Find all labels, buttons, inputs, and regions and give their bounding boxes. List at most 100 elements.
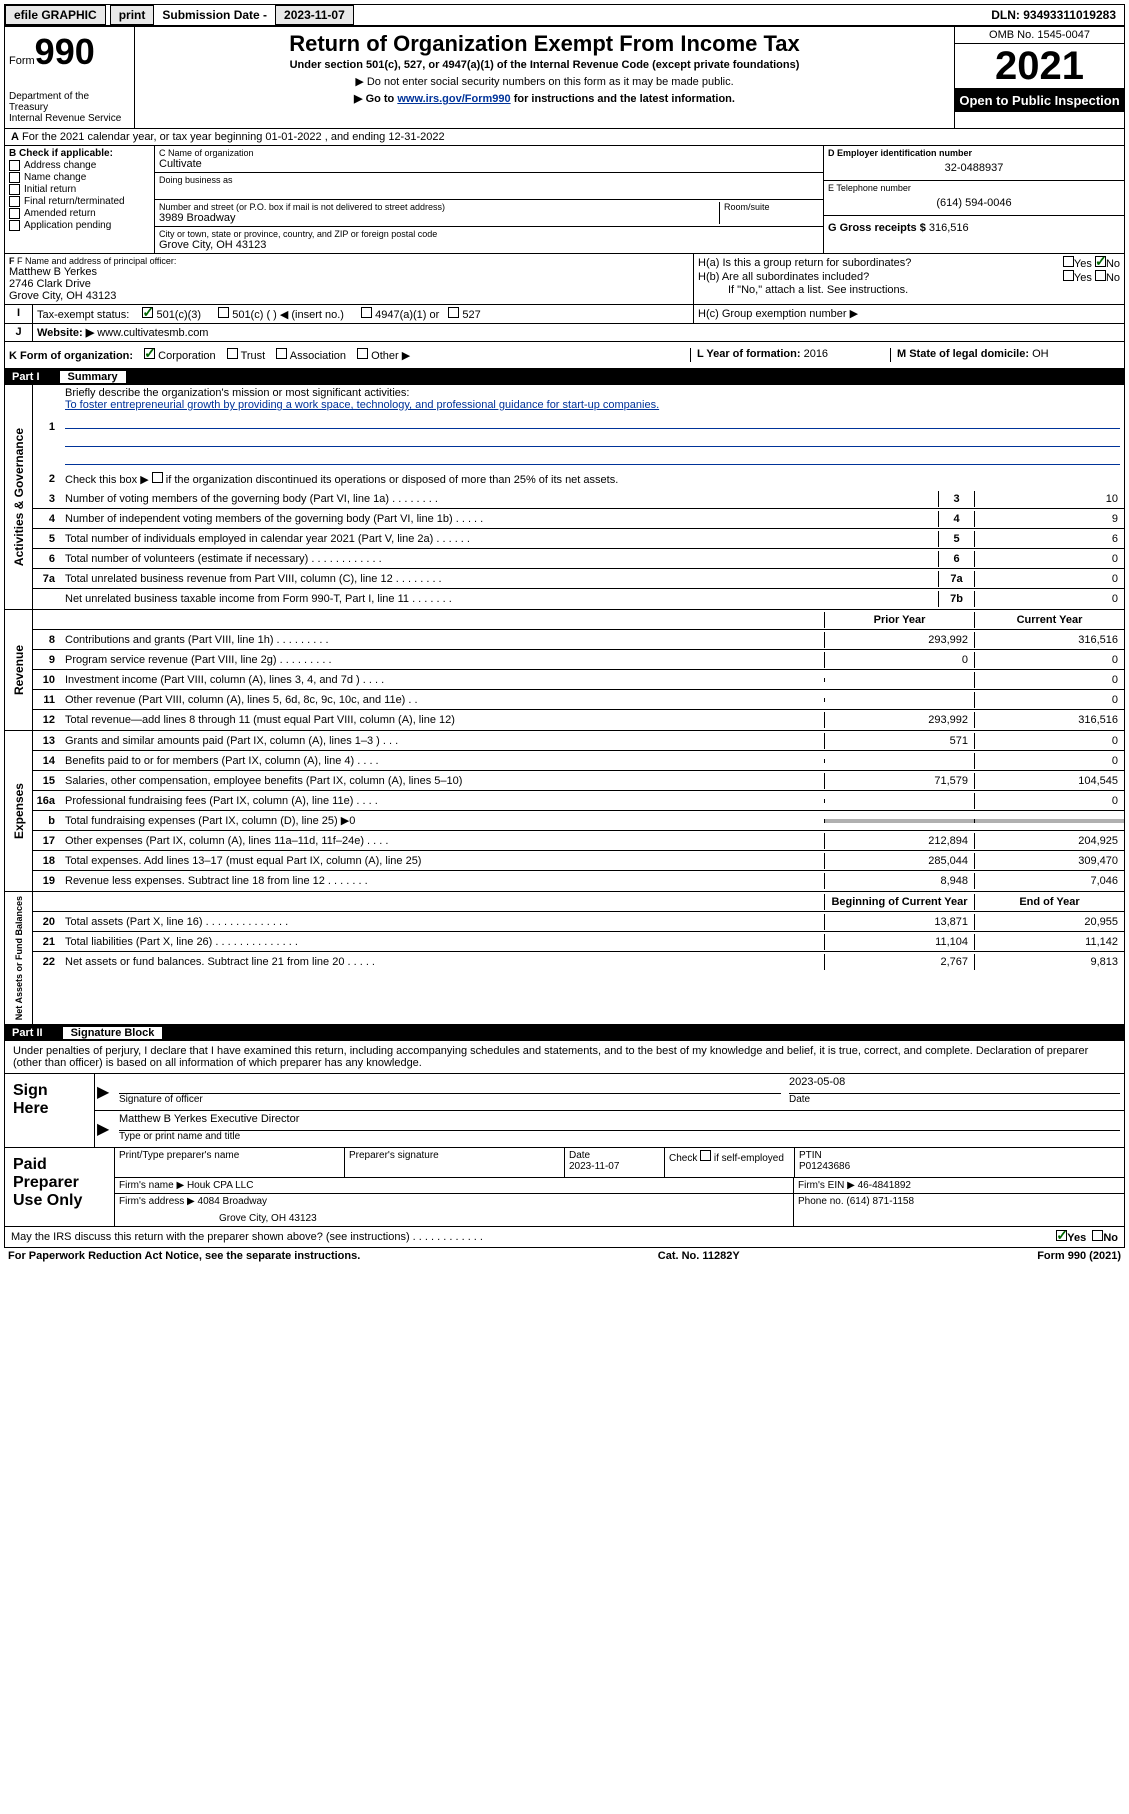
- discuss-no-checkbox[interactable]: [1092, 1230, 1103, 1241]
- line-num: 7a: [33, 571, 61, 587]
- efile-button[interactable]: efile GRAPHIC: [5, 5, 106, 25]
- firm-addr2-value: Grove City, OH 43123: [119, 1207, 789, 1224]
- line-text: Revenue less expenses. Subtract line 18 …: [61, 873, 824, 889]
- line-num: 11: [33, 692, 61, 708]
- summary-line: 21 Total liabilities (Part X, line 26) .…: [33, 932, 1124, 952]
- current-value: 9,813: [974, 954, 1124, 970]
- line-num: 21: [33, 934, 61, 950]
- trust-checkbox[interactable]: [227, 348, 238, 359]
- part-1-num: Part I: [12, 371, 40, 383]
- tax-year: 2021: [955, 44, 1124, 89]
- line-text: Investment income (Part VIII, column (A)…: [61, 672, 824, 688]
- self-employed-checkbox[interactable]: [700, 1150, 711, 1161]
- line-text: Contributions and grants (Part VIII, lin…: [61, 632, 824, 648]
- website-label: Website: ▶: [37, 327, 94, 339]
- corp-checkbox[interactable]: [144, 348, 155, 359]
- ha-no-checkbox[interactable]: [1095, 256, 1106, 267]
- line-text: Total number of volunteers (estimate if …: [61, 551, 938, 567]
- summary-line: 17 Other expenses (Part IX, column (A), …: [33, 831, 1124, 851]
- part-2-header: Part II Signature Block: [4, 1025, 1125, 1041]
- opt-501c3: 501(c)(3): [156, 309, 201, 321]
- sign-here-label: Sign Here: [5, 1074, 95, 1147]
- line-num: 17: [33, 833, 61, 849]
- rev-vert-label: Revenue: [10, 641, 28, 699]
- summary-line: 12 Total revenue—add lines 8 through 11 …: [33, 710, 1124, 730]
- expenses-section: Expenses 13 Grants and similar amounts p…: [4, 731, 1125, 892]
- line-text: Other revenue (Part VIII, column (A), li…: [61, 692, 824, 708]
- line-text: Total number of individuals employed in …: [61, 531, 938, 547]
- print-button[interactable]: print: [110, 5, 155, 25]
- line-text: Benefits paid to or for members (Part IX…: [61, 753, 824, 769]
- ha-yes-checkbox[interactable]: [1063, 256, 1074, 267]
- opt-501c: 501(c) ( ) ◀ (insert no.): [232, 309, 344, 321]
- summary-line: 19 Revenue less expenses. Subtract line …: [33, 871, 1124, 891]
- line-col-num: 3: [938, 491, 974, 507]
- prior-value: [824, 799, 974, 803]
- street-address: 3989 Broadway: [159, 212, 719, 224]
- officer-addr1: 2746 Clark Drive: [9, 278, 689, 290]
- officer-type-label: Type or print name and title: [119, 1131, 1120, 1142]
- line-text: Total expenses. Add lines 13–17 (must eq…: [61, 853, 824, 869]
- prior-year-header: Prior Year: [824, 612, 974, 628]
- form-header: Form990 Department of the Treasury Inter…: [4, 26, 1125, 129]
- summary-line: 11 Other revenue (Part VIII, column (A),…: [33, 690, 1124, 710]
- line-text: Total fundraising expenses (Part IX, col…: [61, 812, 824, 829]
- line-num: 20: [33, 914, 61, 930]
- omb-number: OMB No. 1545-0047: [955, 27, 1124, 44]
- note2-post: for instructions and the latest informat…: [511, 93, 735, 105]
- other-checkbox[interactable]: [357, 348, 368, 359]
- line-col-num: 7a: [938, 571, 974, 587]
- dln-label: DLN: 93493311019283: [983, 6, 1124, 24]
- hb-yes-checkbox[interactable]: [1063, 270, 1074, 281]
- firm-addr1-value: 4084 Broadway: [198, 1196, 268, 1207]
- irs-link[interactable]: www.irs.gov/Form990: [397, 93, 510, 105]
- ein-value: 32-0488937: [828, 158, 1120, 178]
- 527-checkbox[interactable]: [448, 307, 459, 318]
- net-vert-label: Net Assets or Fund Balances: [12, 892, 26, 1024]
- assoc-checkbox[interactable]: [276, 348, 287, 359]
- current-value: 0: [974, 793, 1124, 809]
- checkbox-initial-return[interactable]: [9, 184, 20, 195]
- line-num: 16a: [33, 793, 61, 809]
- self-emp-text: Check if self-employed: [669, 1153, 784, 1164]
- yes-label: Yes: [1067, 1232, 1086, 1244]
- prior-value: 11,104: [824, 934, 974, 950]
- discuss-yes-checkbox[interactable]: [1056, 1230, 1067, 1241]
- addr-label: Number and street (or P.O. box if mail i…: [159, 202, 719, 212]
- current-value: 0: [974, 652, 1124, 668]
- hc-label: H(c) Group exemption number ▶: [698, 308, 858, 320]
- signature-block: Under penalties of perjury, I declare th…: [4, 1041, 1125, 1248]
- part-2-title: Signature Block: [63, 1027, 163, 1039]
- city-value: Grove City, OH 43123: [159, 239, 819, 251]
- line-text: Total unrelated business revenue from Pa…: [61, 571, 938, 587]
- discontinued-checkbox[interactable]: [152, 472, 163, 483]
- checkbox-app-pending[interactable]: [9, 220, 20, 231]
- prep-sig-label: Preparer's signature: [349, 1150, 560, 1161]
- line-num: 4: [33, 511, 61, 527]
- 501c3-checkbox[interactable]: [142, 307, 153, 318]
- arrow-icon: ▶: [95, 1074, 115, 1110]
- line-text: Number of independent voting members of …: [61, 511, 938, 527]
- current-value: 7,046: [974, 873, 1124, 889]
- line-text: Grants and similar amounts paid (Part IX…: [61, 733, 824, 749]
- checkbox-final-return[interactable]: [9, 196, 20, 207]
- line-text: Professional fundraising fees (Part IX, …: [61, 793, 824, 809]
- 501c-checkbox[interactable]: [218, 307, 229, 318]
- summary-line: 18 Total expenses. Add lines 13–17 (must…: [33, 851, 1124, 871]
- hb-no-checkbox[interactable]: [1095, 270, 1106, 281]
- part-1-header: Part I Summary: [4, 369, 1125, 385]
- checkbox-name-change[interactable]: [9, 172, 20, 183]
- opt-corp: Corporation: [158, 350, 215, 362]
- city-label: City or town, state or province, country…: [159, 229, 819, 239]
- summary-line: b Total fundraising expenses (Part IX, c…: [33, 811, 1124, 831]
- line-text: Salaries, other compensation, employee b…: [61, 773, 824, 789]
- gross-label: G Gross receipts $: [828, 222, 926, 234]
- checkbox-address-change[interactable]: [9, 160, 20, 171]
- governance-section: Activities & Governance 1 Briefly descri…: [4, 385, 1125, 610]
- 4947-checkbox[interactable]: [361, 307, 372, 318]
- summary-line: 16a Professional fundraising fees (Part …: [33, 791, 1124, 811]
- line-col-num: 4: [938, 511, 974, 527]
- checkbox-amended[interactable]: [9, 208, 20, 219]
- line-num: 15: [33, 773, 61, 789]
- prior-value: [824, 698, 974, 702]
